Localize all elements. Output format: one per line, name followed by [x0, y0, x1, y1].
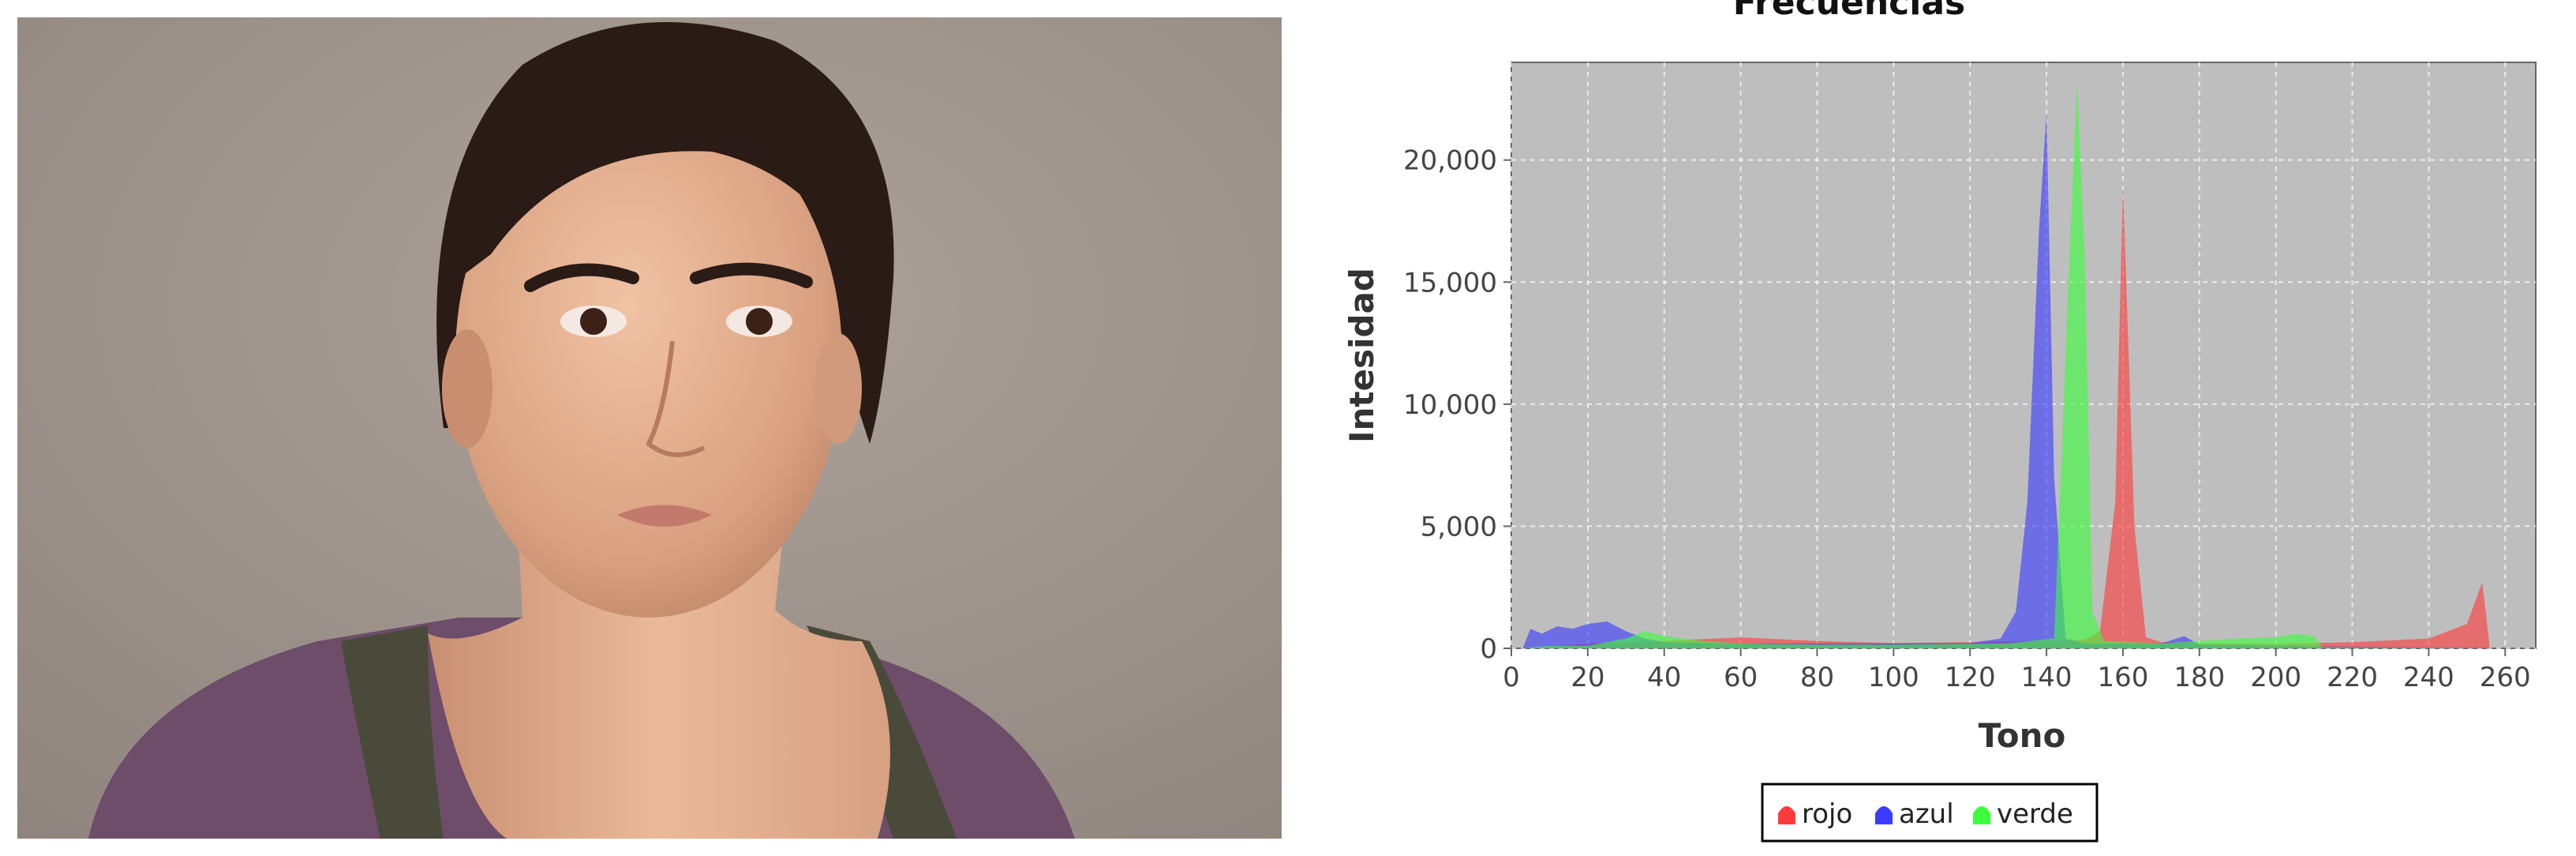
x-tick-label: 20: [1571, 662, 1604, 693]
legend: rojo azul verde: [1761, 783, 2099, 843]
legend-box: [1761, 783, 2099, 843]
x-tick-label: 80: [1800, 662, 1834, 693]
y-tick-label: 15,000: [1403, 267, 1497, 298]
x-tick-label: 260: [2480, 662, 2531, 693]
x-tick-label: 40: [1647, 662, 1681, 693]
histogram-chart: Frecuencias 0 20 40 60 80 100 120 140 160 180 200 2…: [1342, 0, 2537, 843]
x-tick-label: 120: [1945, 662, 1996, 693]
legend-swatch-rojo: [1778, 806, 1795, 824]
y-tick-label: 0: [1480, 633, 1497, 665]
x-tick-label: 140: [2021, 662, 2072, 693]
legend-label-rojo: rojo: [1802, 798, 1852, 830]
x-tick-label: 100: [1868, 662, 1919, 693]
portrait-photo: [17, 17, 1282, 839]
legend-label-verde: verde: [1997, 798, 2073, 830]
x-axis-title: Tono: [1979, 716, 2066, 755]
legend-swatch-verde: [1973, 806, 1990, 824]
y-axis-ticks: 0 5,000 10,000 15,000 20,000: [1403, 145, 1511, 665]
portrait-photo-image: [17, 17, 1282, 839]
x-tick-label: 220: [2327, 662, 2378, 693]
legend-items: rojo azul verde: [1778, 798, 2073, 830]
legend-swatch-azul: [1875, 806, 1893, 824]
x-tick-label: 240: [2403, 662, 2454, 693]
y-tick-label: 20,000: [1403, 145, 1497, 177]
x-tick-label: 160: [2097, 662, 2148, 693]
x-tick-label: 180: [2174, 662, 2225, 693]
y-axis-title: Intesidad: [1342, 268, 1381, 443]
legend-label-azul: azul: [1899, 798, 1954, 830]
x-tick-label: 200: [2250, 662, 2301, 693]
x-tick-label: 0: [1503, 662, 1520, 693]
y-tick-label: 10,000: [1403, 389, 1497, 421]
chart-title: Frecuencias: [1733, 0, 1965, 23]
x-tick-label: 60: [1724, 662, 1758, 693]
histogram-chart-panel: Frecuencias 0 20 40 60 80 100 120 140 160 180 200 2…: [1302, 0, 2576, 856]
x-axis-ticks: 0 20 40 60 80 100 120 140 160 180 200 220 240 260: [1503, 648, 2531, 693]
y-tick-label: 5,000: [1421, 511, 1497, 543]
